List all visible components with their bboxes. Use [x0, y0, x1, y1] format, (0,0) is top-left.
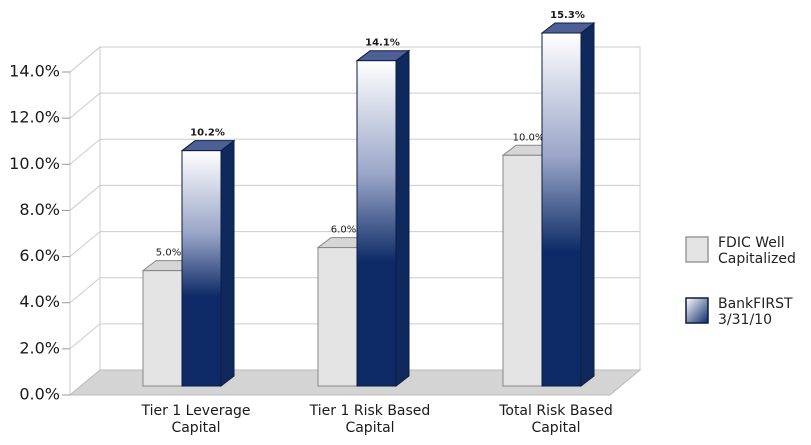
y-tick-label: 12.0% — [9, 108, 60, 127]
legend-label: BankFIRST 3/31/10 — [718, 296, 793, 328]
data-label: 15.3% — [550, 10, 585, 21]
legend-swatch — [685, 297, 709, 324]
data-label: 10.2% — [190, 128, 225, 139]
y-tick-label: 0.0% — [19, 385, 60, 404]
bar-front — [317, 247, 358, 387]
grid-line — [69, 323, 640, 350]
y-tick-label: 10.0% — [9, 154, 60, 173]
bar — [355, 49, 411, 388]
bar-front — [502, 154, 543, 387]
grid-line — [69, 231, 640, 257]
legend-label: FDIC Well Capitalized — [718, 235, 796, 267]
grid-line — [69, 184, 640, 211]
grid-line — [69, 138, 640, 165]
bar — [540, 21, 596, 388]
grid-line — [69, 277, 640, 304]
data-label: 14.1% — [365, 38, 400, 49]
legend-swatch — [685, 236, 709, 263]
y-tick-label: 4.0% — [19, 292, 60, 311]
bar-front — [142, 270, 183, 387]
bar-side — [220, 139, 235, 388]
data-label: 5.0% — [156, 248, 181, 259]
bar-side — [395, 49, 410, 388]
bar-front — [541, 32, 582, 387]
bar-front — [356, 60, 397, 387]
bar-side — [580, 21, 595, 388]
y-tick-label: 2.0% — [19, 338, 60, 357]
bar-front — [181, 150, 222, 387]
y-tick-label: 6.0% — [19, 246, 60, 265]
y-tick-label: 8.0% — [19, 200, 60, 219]
bar — [180, 139, 236, 388]
x-tick-label: Total Risk Based Capital — [499, 403, 613, 436]
y-tick-label: 14.0% — [9, 62, 60, 81]
data-label: 6.0% — [331, 225, 356, 236]
grid-line — [69, 92, 640, 119]
data-label: 10.0% — [513, 132, 545, 143]
side-wall — [69, 45, 101, 397]
x-tick-label: Tier 1 Leverage Capital — [141, 403, 251, 436]
grid-line — [69, 46, 640, 73]
x-tick-label: Tier 1 Risk Based Capital — [309, 403, 431, 436]
